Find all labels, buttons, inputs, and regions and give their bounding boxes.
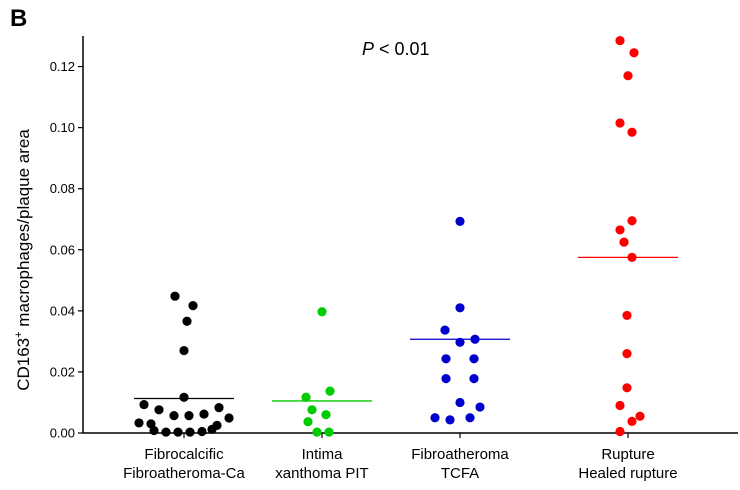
y-axis-title-main: CD163 — [14, 338, 33, 391]
data-point — [321, 410, 330, 419]
data-point — [445, 415, 454, 424]
data-point — [139, 400, 148, 409]
data-point — [325, 387, 334, 396]
y-axis-title-rest: macrophages/plaque area — [14, 129, 33, 332]
data-point — [469, 354, 478, 363]
data-point — [197, 427, 206, 436]
data-point — [324, 427, 333, 436]
axes — [83, 36, 738, 433]
data-point — [224, 413, 233, 422]
category-label-line2: xanthoma PIT — [275, 465, 368, 482]
data-point — [199, 409, 208, 418]
data-point — [185, 427, 194, 436]
p-value-symbol: P — [362, 39, 374, 59]
data-point — [179, 346, 188, 355]
data-point — [622, 349, 631, 358]
data-point — [465, 413, 474, 422]
data-point — [134, 418, 143, 427]
data-point — [622, 383, 631, 392]
category-labels: Fibrocalcific Fibroatheroma-Ca Intima xanth… — [123, 433, 677, 482]
data-point — [169, 411, 178, 420]
category-label-line1: Fibrocalcific — [144, 446, 224, 463]
data-point — [440, 325, 449, 334]
data-point — [188, 301, 197, 310]
data-point — [173, 427, 182, 436]
data-point — [307, 405, 316, 414]
data-point — [214, 403, 223, 412]
data-point — [312, 427, 321, 436]
data-point — [455, 303, 464, 312]
data-point — [622, 311, 631, 320]
data-point — [615, 225, 624, 234]
data-point — [430, 413, 439, 422]
category-label-line1: Intima — [302, 446, 344, 463]
panel-label: B — [10, 5, 27, 32]
category-label-line2: TCFA — [441, 465, 479, 482]
data-point — [170, 292, 179, 301]
data-point — [627, 253, 636, 262]
data-point — [470, 335, 479, 344]
data-point — [303, 417, 312, 426]
p-value-annotation: P < 0.01 — [362, 39, 430, 59]
y-tick-label: 0.08 — [50, 181, 75, 196]
data-point — [475, 402, 484, 411]
data-point — [441, 374, 450, 383]
data-point — [469, 374, 478, 383]
data-point — [615, 36, 624, 45]
data-point — [161, 427, 170, 436]
data-point — [623, 71, 632, 80]
data-point — [455, 217, 464, 226]
data-point — [455, 398, 464, 407]
median-lines — [134, 257, 678, 401]
data-point — [207, 425, 216, 434]
data-points — [134, 36, 644, 437]
data-point — [182, 317, 191, 326]
data-point — [627, 128, 636, 137]
data-point — [441, 354, 450, 363]
data-point — [619, 238, 628, 247]
data-point — [615, 427, 624, 436]
y-ticks: 0.00 0.02 0.04 0.06 0.08 0.10 0.12 — [50, 59, 83, 440]
data-point — [301, 393, 310, 402]
y-tick-label: 0.04 — [50, 303, 75, 318]
data-point — [149, 426, 158, 435]
data-point — [627, 216, 636, 225]
data-point — [154, 405, 163, 414]
data-point — [455, 338, 464, 347]
p-value-text: < 0.01 — [374, 39, 430, 59]
y-tick-label: 0.12 — [50, 59, 75, 74]
data-point — [627, 417, 636, 426]
y-tick-label: 0.00 — [50, 426, 75, 441]
category-label-line2: Fibroatheroma-Ca — [123, 465, 245, 482]
y-tick-label: 0.02 — [50, 364, 75, 379]
y-axis-title: CD163+ macrophages/plaque area — [13, 129, 33, 391]
category-label-line2: Healed rupture — [578, 465, 677, 482]
category-label-line1: Rupture — [601, 446, 654, 463]
category-label-line1: Fibroatheroma — [411, 446, 509, 463]
data-point — [179, 393, 188, 402]
y-tick-label: 0.06 — [50, 242, 75, 257]
data-point — [317, 307, 326, 316]
y-tick-label: 0.10 — [50, 120, 75, 135]
data-point — [629, 48, 638, 57]
data-point — [635, 412, 644, 421]
data-point — [615, 401, 624, 410]
data-point — [615, 118, 624, 127]
data-point — [184, 411, 193, 420]
